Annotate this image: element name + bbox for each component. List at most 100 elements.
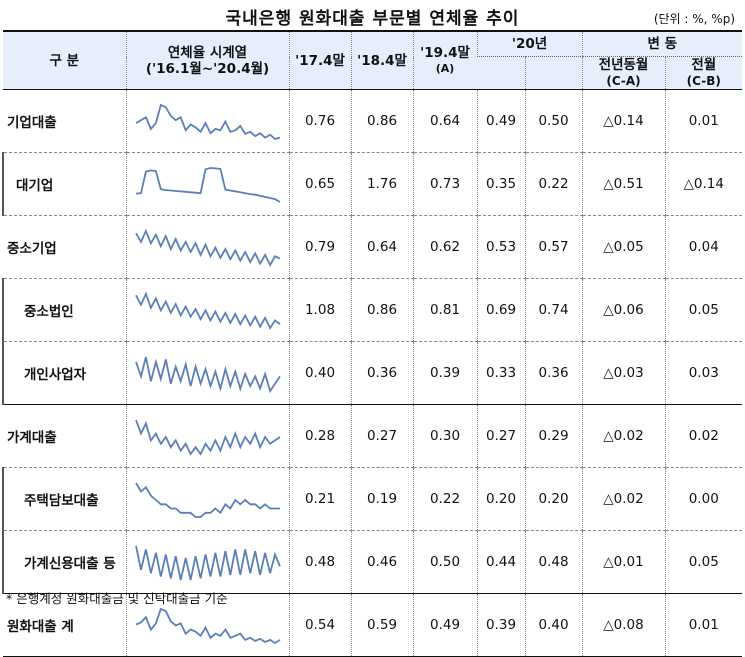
header-mom: 전월 (C-B)	[664, 56, 743, 90]
value-m4: 0.74	[524, 278, 582, 342]
value-m3: 0.49	[476, 89, 525, 153]
sparkline-series	[134, 482, 280, 518]
value-17: 0.76	[288, 89, 351, 153]
sparkline-chart	[134, 482, 280, 518]
value-17: 0.79	[288, 215, 351, 279]
value-mom: 0.05	[664, 278, 743, 342]
sparkline-series	[134, 356, 281, 394]
value-m3: 0.33	[476, 341, 525, 405]
header-year20: '20년	[476, 30, 582, 57]
value-m4: 0.22	[524, 152, 582, 216]
value-mom: 0.05	[664, 530, 743, 594]
table-row: 중소법인 1.08 0.86 0.81 0.69 0.74 △0.06 0.05	[2, 278, 743, 342]
row-label: 중소기업	[3, 215, 126, 279]
table-row: 개인사업자 0.40 0.36 0.39 0.33 0.36 △0.03 0.03	[2, 341, 743, 405]
value-yoy: △0.02	[581, 404, 665, 468]
header-yoy-sub: (C-A)	[606, 74, 641, 88]
value-19: 0.62	[412, 215, 477, 279]
header-series-label: 연체율 시계열	[167, 44, 248, 61]
value-m4: 0.29	[524, 404, 582, 468]
sparkline-chart	[135, 103, 280, 140]
header-19-label: '19.4말	[420, 44, 470, 61]
table-row: 기업대출 0.76 0.86 0.64 0.49 0.50 △0.14 0.01	[3, 89, 743, 153]
value-mom: 0.04	[664, 215, 743, 279]
sparkline-chart	[134, 419, 281, 456]
value-yoy: △0.08	[581, 593, 665, 657]
sparkline-cell	[125, 89, 289, 153]
sparkline-chart	[135, 167, 280, 203]
table-row: 주택담보대출 0.21 0.19 0.22 0.20 0.20 △0.02 0.00	[2, 467, 743, 531]
sparkline-series	[135, 167, 280, 203]
header-mom-sub: (C-B)	[686, 74, 721, 88]
value-19: 0.49	[412, 593, 477, 657]
header-yoy: 전년동월 (C-A)	[581, 56, 665, 90]
value-yoy: △0.02	[581, 467, 665, 531]
table-row: 가계신용대출 등 0.48 0.46 0.50 0.44 0.48 △0.01 0.05	[2, 530, 743, 594]
value-18: 0.19	[350, 467, 413, 531]
value-19: 0.81	[412, 278, 477, 342]
header-18: '18.4말	[350, 30, 413, 90]
value-m3: 0.35	[476, 152, 525, 216]
table-row: 대기업 0.65 1.76 0.73 0.35 0.22 △0.51 △0.14	[2, 152, 743, 216]
value-mom: 0.03	[664, 341, 743, 405]
unit-note: (단위 : %, %p)	[653, 12, 735, 26]
value-mom: 0.01	[664, 89, 743, 153]
row-label: 주택담보대출	[2, 467, 126, 531]
header-series: 연체율 시계열 ('16.1월~'20.4월)	[125, 30, 289, 90]
header-m3	[477, 56, 525, 90]
sparkline-series	[134, 419, 281, 456]
sparkline-cell	[125, 278, 289, 342]
value-m4: 0.57	[524, 215, 582, 279]
value-yoy: △0.51	[581, 152, 665, 216]
value-19: 0.22	[412, 467, 477, 531]
sparkline-cell	[125, 152, 289, 216]
value-17: 0.21	[288, 467, 351, 531]
value-m4: 0.48	[524, 530, 582, 594]
row-label: 기업대출	[3, 89, 126, 153]
value-19: 0.30	[412, 404, 477, 468]
value-yoy: △0.03	[581, 341, 665, 405]
header-yoy-label: 전년동월	[598, 57, 649, 73]
value-18: 0.86	[350, 278, 413, 342]
value-m3: 0.27	[476, 404, 525, 468]
value-m3: 0.53	[476, 215, 525, 279]
value-17: 0.54	[288, 593, 351, 657]
sparkline-series	[134, 545, 281, 581]
sparkline-cell	[125, 467, 289, 531]
sparkline-chart	[134, 228, 280, 267]
sparkline-cell	[125, 404, 289, 468]
value-m4: 0.50	[524, 89, 582, 153]
header-mom-label: 전월	[691, 57, 717, 73]
table-row: 가계대출 0.28 0.27 0.30 0.27 0.29 △0.02 0.02	[3, 404, 743, 468]
row-label: 가계대출	[3, 404, 126, 468]
table-title: 국내은행 원화대출 부문별 연체율 추이	[0, 4, 745, 32]
table-body: 기업대출 0.76 0.86 0.64 0.49 0.50 △0.14 0.01 대기업 0.65…	[2, 89, 743, 657]
value-m3: 0.39	[476, 593, 525, 657]
value-m3: 0.44	[476, 530, 525, 594]
value-yoy: △0.05	[581, 215, 665, 279]
value-m3: 0.69	[476, 278, 525, 342]
value-19: 0.50	[412, 530, 477, 594]
sparkline-chart	[134, 291, 281, 330]
sparkline-cell	[125, 530, 289, 594]
value-m3: 0.20	[476, 467, 525, 531]
value-yoy: △0.06	[581, 278, 665, 342]
value-17: 0.40	[288, 341, 351, 405]
value-yoy: △0.14	[581, 89, 665, 153]
value-19: 0.73	[412, 152, 477, 216]
header-series-range: ('16.1월~'20.4월)	[145, 60, 270, 77]
value-18: 0.86	[350, 89, 413, 153]
table-row: 중소기업 0.79 0.64 0.62 0.53 0.57 △0.05 0.04	[3, 215, 743, 279]
sparkline-chart	[135, 607, 280, 645]
delinquency-table: 구 분 연체율 시계열 ('16.1월~'20.4월) '17.4말 '18.4…	[2, 30, 743, 657]
value-17: 0.48	[288, 530, 351, 594]
value-18: 1.76	[350, 152, 413, 216]
header-category: 구 분	[3, 30, 126, 90]
value-m4: 0.36	[524, 341, 582, 405]
header-change: 변 동	[581, 30, 743, 57]
value-18: 0.46	[350, 530, 413, 594]
header-m4	[524, 56, 582, 90]
row-label: 중소법인	[2, 278, 126, 342]
value-17: 0.28	[288, 404, 351, 468]
value-18: 0.64	[350, 215, 413, 279]
